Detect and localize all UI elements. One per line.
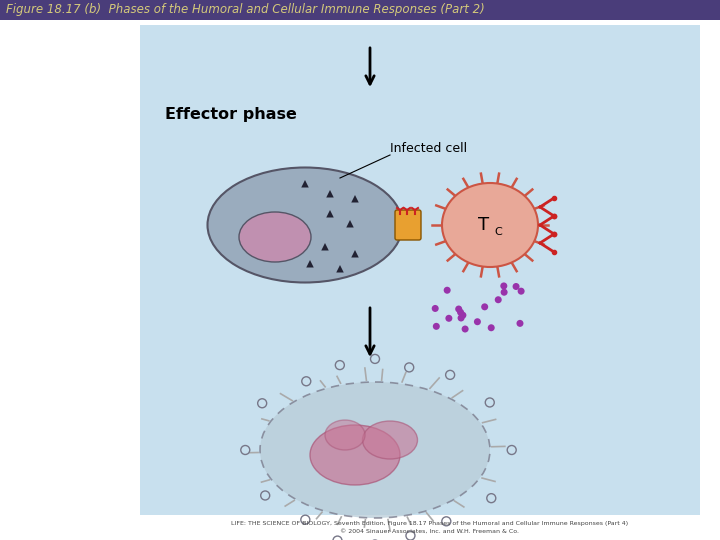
Circle shape bbox=[458, 314, 464, 321]
FancyBboxPatch shape bbox=[140, 25, 700, 515]
Circle shape bbox=[500, 282, 508, 289]
Circle shape bbox=[433, 323, 440, 330]
Circle shape bbox=[446, 315, 452, 322]
FancyBboxPatch shape bbox=[395, 210, 421, 240]
Circle shape bbox=[457, 309, 464, 316]
Polygon shape bbox=[306, 260, 314, 267]
Ellipse shape bbox=[325, 420, 365, 450]
Polygon shape bbox=[326, 190, 334, 198]
Circle shape bbox=[474, 318, 481, 325]
Text: Infected cell: Infected cell bbox=[390, 141, 467, 154]
Text: T: T bbox=[478, 216, 490, 234]
Polygon shape bbox=[351, 250, 359, 258]
Text: C: C bbox=[494, 227, 502, 237]
Text: LIFE: THE SCIENCE OF BIOLOGY, Seventh Edition, Figure 18.17 Phases of the Humora: LIFE: THE SCIENCE OF BIOLOGY, Seventh Ed… bbox=[231, 521, 629, 525]
Polygon shape bbox=[351, 195, 359, 202]
Circle shape bbox=[495, 296, 502, 303]
Circle shape bbox=[455, 306, 462, 313]
Ellipse shape bbox=[310, 425, 400, 485]
Polygon shape bbox=[301, 180, 309, 187]
Circle shape bbox=[487, 324, 495, 331]
Ellipse shape bbox=[362, 421, 418, 459]
Circle shape bbox=[500, 289, 508, 296]
Circle shape bbox=[518, 288, 525, 295]
Circle shape bbox=[516, 320, 523, 327]
Circle shape bbox=[432, 305, 438, 312]
Text: Effector phase: Effector phase bbox=[165, 107, 297, 123]
Polygon shape bbox=[336, 265, 343, 273]
Circle shape bbox=[459, 312, 467, 319]
Text: © 2004 Sinauer Associates, Inc. and W.H. Freeman & Co.: © 2004 Sinauer Associates, Inc. and W.H.… bbox=[341, 529, 520, 534]
Ellipse shape bbox=[260, 382, 490, 518]
Circle shape bbox=[513, 283, 520, 290]
Polygon shape bbox=[326, 210, 334, 218]
Circle shape bbox=[444, 287, 451, 294]
Circle shape bbox=[462, 326, 469, 333]
Circle shape bbox=[481, 303, 488, 310]
Polygon shape bbox=[321, 243, 329, 251]
Polygon shape bbox=[346, 220, 354, 227]
Text: Figure 18.17 (b)  Phases of the Humoral and Cellular Immune Responses (Part 2): Figure 18.17 (b) Phases of the Humoral a… bbox=[6, 3, 485, 17]
Ellipse shape bbox=[239, 212, 311, 262]
FancyBboxPatch shape bbox=[0, 0, 720, 20]
Ellipse shape bbox=[207, 167, 402, 282]
Ellipse shape bbox=[442, 183, 538, 267]
